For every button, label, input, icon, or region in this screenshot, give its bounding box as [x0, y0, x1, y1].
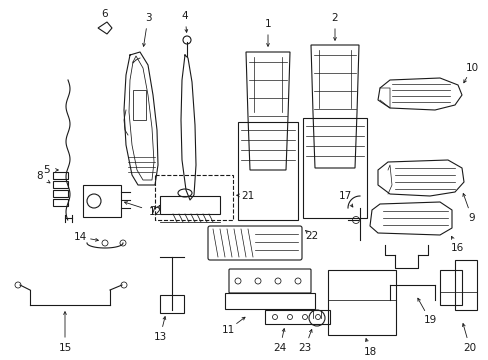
Text: 10: 10: [465, 63, 478, 73]
Bar: [439, 270, 461, 305]
Bar: [53, 172, 68, 179]
Text: 11: 11: [221, 325, 234, 335]
Text: 22: 22: [305, 231, 318, 241]
Bar: [160, 295, 183, 313]
Bar: [160, 196, 220, 214]
Text: 8: 8: [37, 171, 43, 181]
Text: 15: 15: [58, 343, 71, 353]
Bar: [454, 260, 476, 310]
Bar: [53, 181, 68, 188]
Text: 17: 17: [338, 191, 351, 201]
Text: 13: 13: [153, 332, 166, 342]
Text: 19: 19: [423, 315, 436, 325]
Text: 4: 4: [182, 11, 188, 21]
Text: 24: 24: [273, 343, 286, 353]
Text: 21: 21: [241, 191, 254, 201]
Text: 16: 16: [449, 243, 463, 253]
Bar: [53, 190, 68, 197]
Text: 3: 3: [144, 13, 151, 23]
Text: 2: 2: [331, 13, 338, 23]
Text: 5: 5: [42, 165, 49, 175]
Text: 1: 1: [264, 19, 271, 29]
Bar: [224, 293, 314, 309]
Text: 9: 9: [468, 213, 474, 223]
Bar: [155, 175, 232, 220]
Text: 12: 12: [148, 207, 162, 217]
Text: 7: 7: [148, 206, 155, 216]
Bar: [83, 185, 121, 217]
Text: 20: 20: [463, 343, 476, 353]
Bar: [53, 199, 68, 206]
Text: 18: 18: [363, 347, 376, 357]
Text: 23: 23: [298, 343, 311, 353]
Text: 14: 14: [73, 232, 86, 242]
Text: 6: 6: [102, 9, 108, 19]
Bar: [327, 270, 395, 335]
Bar: [264, 310, 329, 324]
